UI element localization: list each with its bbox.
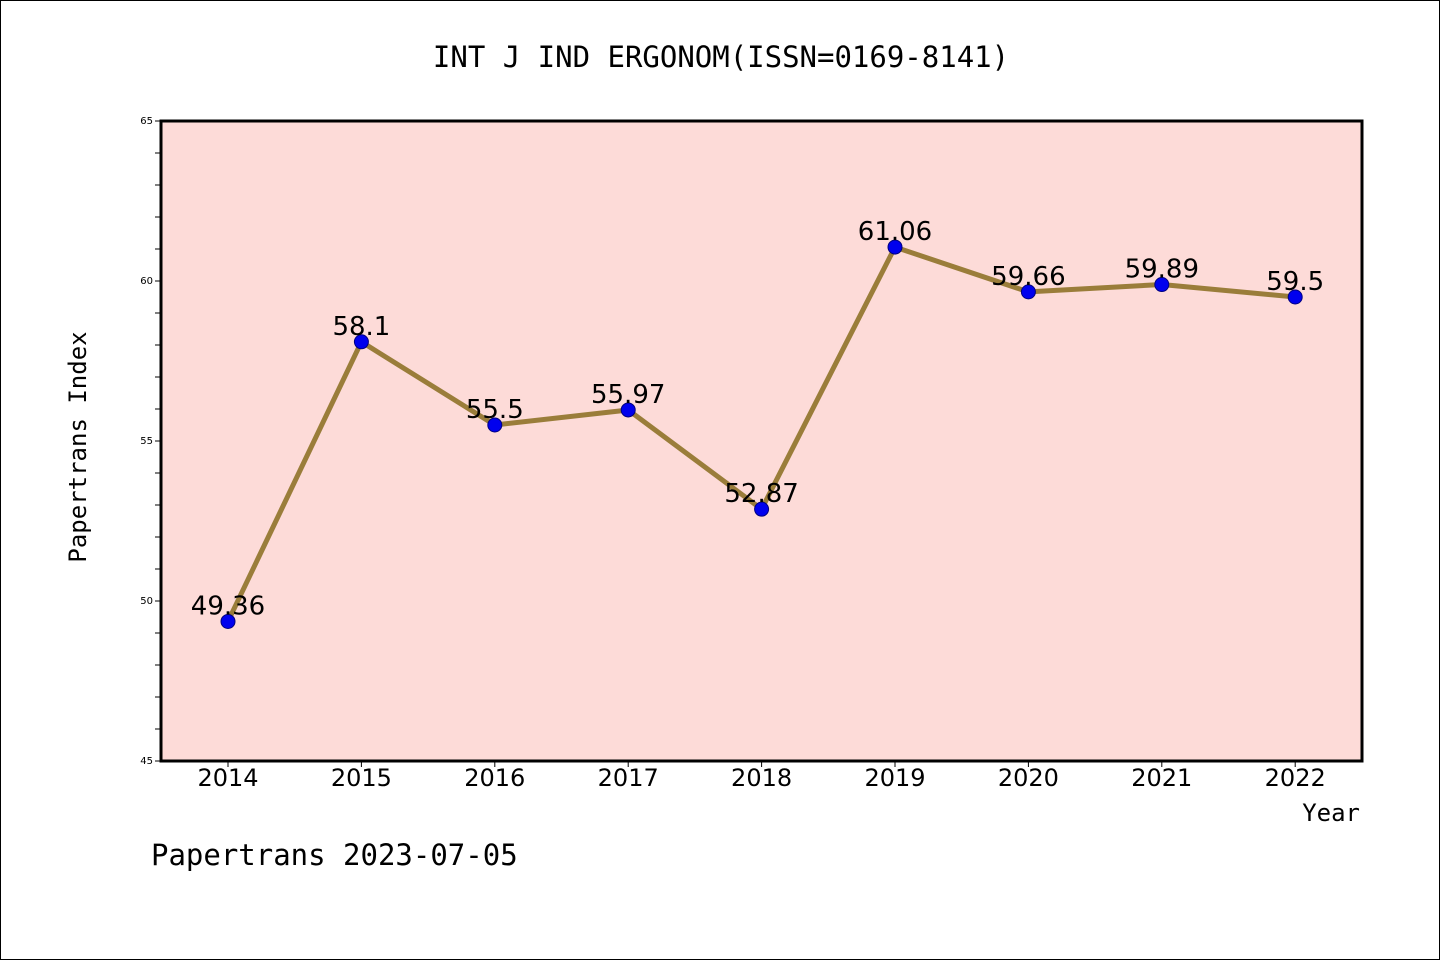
data-point xyxy=(487,417,503,433)
x-tick-label: 2022 xyxy=(1265,764,1326,792)
y-tick-label: 65 xyxy=(140,116,153,127)
data-label: 55.97 xyxy=(591,380,665,410)
data-point xyxy=(887,239,903,255)
y-axis: 45 50 55 60 65 xyxy=(140,116,161,767)
x-tick-label: 2021 xyxy=(1131,764,1192,792)
data-label: 52.87 xyxy=(724,479,798,509)
data-point xyxy=(220,613,236,629)
x-tick-label: 2016 xyxy=(464,764,525,792)
data-label: 55.5 xyxy=(466,395,524,425)
x-axis-label: Year xyxy=(1302,799,1360,827)
data-point xyxy=(1287,289,1303,305)
y-tick-label: 50 xyxy=(140,596,153,607)
x-tick-label: 2018 xyxy=(731,764,792,792)
x-axis: 2014 2015 2016 2017 2018 2019 2020 2021 2022 xyxy=(197,761,1326,792)
y-tick-label: 55 xyxy=(140,436,153,447)
data-label: 49.36 xyxy=(191,591,265,621)
plot-area xyxy=(159,119,1364,763)
footer-text: Papertrans 2023-07-05 xyxy=(151,838,518,872)
series-markers xyxy=(220,239,1303,629)
chart-title: INT J IND ERGONOM(ISSN=0169-8141) xyxy=(433,40,1009,74)
x-tick-label: 2020 xyxy=(998,764,1059,792)
data-label: 59.5 xyxy=(1266,267,1324,297)
x-tick-label: 2019 xyxy=(864,764,925,792)
x-tick-label: 2014 xyxy=(197,764,258,792)
y-tick-label: 45 xyxy=(140,756,153,767)
data-label: 59.89 xyxy=(1125,255,1199,285)
data-point xyxy=(754,501,770,517)
y-axis-label: Papertrans Index xyxy=(64,331,92,562)
data-label: 58.1 xyxy=(332,312,390,342)
data-labels: 49.36 58.1 55.5 55.97 52.87 61.06 59.66 59.89 59… xyxy=(191,217,1324,621)
x-tick-label: 2017 xyxy=(598,764,659,792)
data-point xyxy=(1020,284,1036,300)
data-point xyxy=(1154,277,1170,293)
data-label: 61.06 xyxy=(858,217,932,247)
data-label: 59.66 xyxy=(991,262,1065,292)
y-tick-label: 60 xyxy=(140,276,153,287)
x-tick-label: 2015 xyxy=(331,764,392,792)
data-point xyxy=(620,402,636,418)
data-point xyxy=(353,334,369,350)
